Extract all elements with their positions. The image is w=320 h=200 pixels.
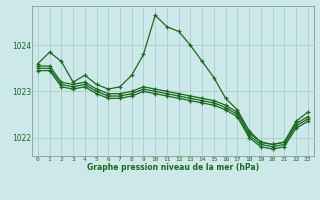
X-axis label: Graphe pression niveau de la mer (hPa): Graphe pression niveau de la mer (hPa) bbox=[87, 163, 259, 172]
